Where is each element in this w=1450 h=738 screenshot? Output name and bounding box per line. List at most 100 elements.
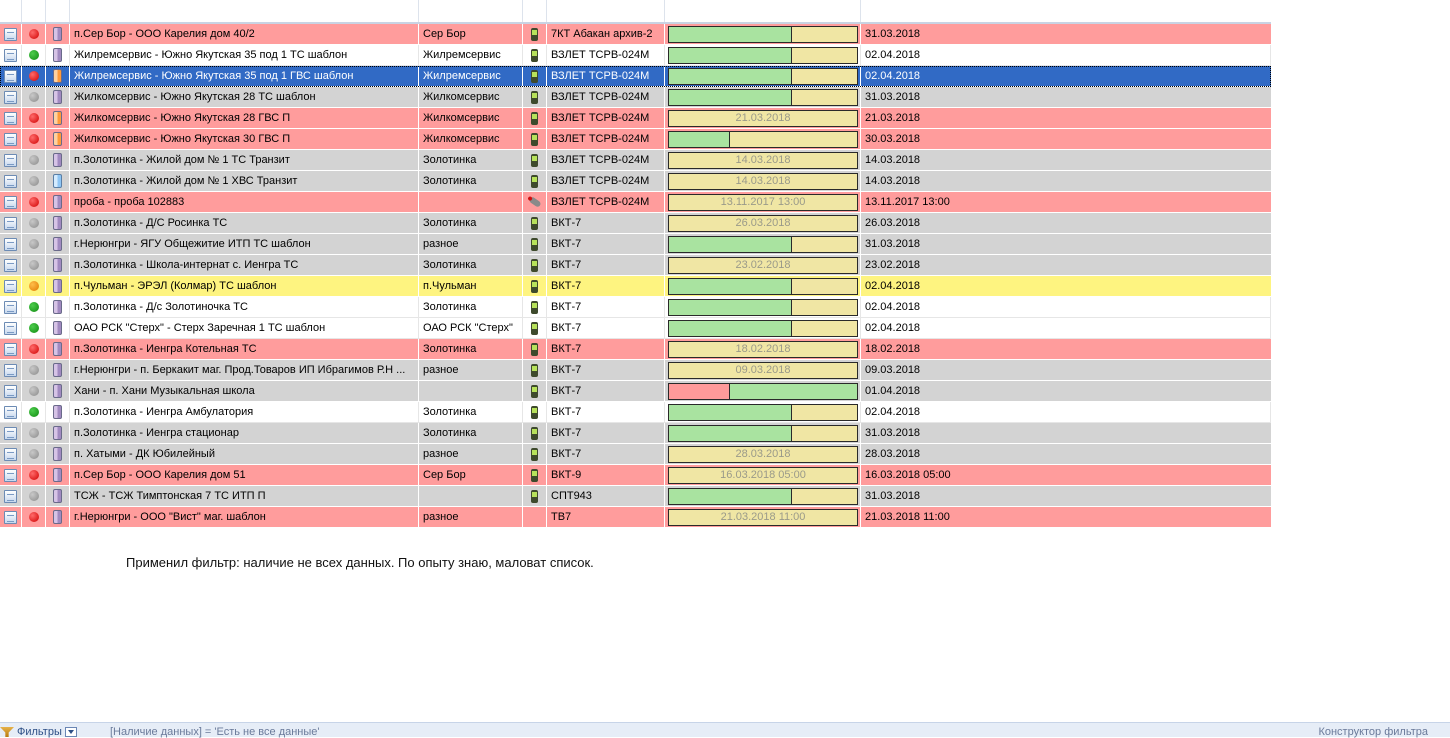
row-doc-cell[interactable] <box>0 381 22 401</box>
document-icon[interactable] <box>4 153 17 167</box>
row-doc-cell[interactable] <box>0 213 22 233</box>
row-name[interactable]: п.Золотинка - Жилой дом № 1 ХВС Транзит <box>70 171 419 191</box>
document-icon[interactable] <box>4 216 17 230</box>
document-icon[interactable] <box>4 405 17 419</box>
document-icon[interactable] <box>4 132 17 146</box>
table-row[interactable]: Жилремсервис - Южно Якутская 35 под 1 ГВ… <box>0 66 1271 87</box>
document-icon[interactable] <box>4 426 17 440</box>
row-name[interactable]: п.Золотинка - Д/С Росинка ТС <box>70 213 419 233</box>
table-row[interactable]: п. Хатыми - ДК Юбилейный разное ВКТ-7 28.03… <box>0 444 1271 465</box>
table-row[interactable]: п.Золотинка - Д/С Росинка ТС Золотинка ВКТ… <box>0 213 1271 234</box>
row-doc-cell[interactable] <box>0 129 22 149</box>
document-icon[interactable] <box>4 363 17 377</box>
document-icon[interactable] <box>4 279 17 293</box>
filter-dropdown[interactable]: Фильтры <box>0 726 77 738</box>
table-row[interactable]: п.Золотинка - Д/с Золотиночка ТС Золотинк… <box>0 297 1271 318</box>
row-doc-cell[interactable] <box>0 339 22 359</box>
table-row[interactable]: Жилкомсервис - Южно Якутская 30 ГВС П Жил… <box>0 129 1271 150</box>
row-name[interactable]: Жилкомсервис - Южно Якутская 28 ТС шабло… <box>70 87 419 107</box>
header-cell-type[interactable] <box>46 0 70 22</box>
row-name[interactable]: п. Хатыми - ДК Юбилейный <box>70 444 419 464</box>
row-name[interactable]: ТСЖ - ТСЖ Тимптонская 7 ТС ИТП П <box>70 486 419 506</box>
document-icon[interactable] <box>4 195 17 209</box>
row-doc-cell[interactable] <box>0 108 22 128</box>
document-icon[interactable] <box>4 300 17 314</box>
row-doc-cell[interactable] <box>0 66 22 86</box>
table-row[interactable]: п.Сер Бор - ООО Карелия дом 40/2 Сер Бор 7… <box>0 24 1271 45</box>
row-name[interactable]: ОАО РСК "Стерх" - Стерх Заречная 1 ТС ша… <box>70 318 419 338</box>
document-icon[interactable] <box>4 48 17 62</box>
table-row[interactable]: п.Золотинка - Иенгра стационар Золотинка В… <box>0 423 1271 444</box>
row-name[interactable]: Жилремсервис - Южно Якутская 35 под 1 ГВ… <box>70 66 419 86</box>
row-doc-cell[interactable] <box>0 276 22 296</box>
header-cell-data-bar[interactable] <box>665 0 861 22</box>
row-doc-cell[interactable] <box>0 486 22 506</box>
table-row[interactable]: Жилкомсервис - Южно Якутская 28 ТС шабло… <box>0 87 1271 108</box>
row-name[interactable]: п.Золотинка - Школа-интернат с. Иенгра Т… <box>70 255 419 275</box>
table-row[interactable]: ТСЖ - ТСЖ Тимптонская 7 ТС ИТП П СПТ943 31… <box>0 486 1271 507</box>
row-doc-cell[interactable] <box>0 402 22 422</box>
table-row[interactable]: г.Нерюнгри - п. Беркакит маг. Прод.Товар… <box>0 360 1271 381</box>
row-name[interactable]: п.Золотинка - Иенгра Котельная ТС <box>70 339 419 359</box>
document-icon[interactable] <box>4 69 17 83</box>
row-doc-cell[interactable] <box>0 192 22 212</box>
row-doc-cell[interactable] <box>0 87 22 107</box>
row-doc-cell[interactable] <box>0 45 22 65</box>
row-doc-cell[interactable] <box>0 150 22 170</box>
filter-expression[interactable]: [Наличие данных] = 'Есть не все данные' <box>110 726 320 738</box>
row-doc-cell[interactable] <box>0 507 22 527</box>
row-name[interactable]: п.Золотинка - Иенгра стационар <box>70 423 419 443</box>
row-name[interactable]: п.Золотинка - Жилой дом № 1 ТС Транзит <box>70 150 419 170</box>
header-cell-device-icon[interactable] <box>523 0 547 22</box>
document-icon[interactable] <box>4 90 17 104</box>
row-doc-cell[interactable] <box>0 318 22 338</box>
header-cell-name[interactable] <box>70 0 419 22</box>
document-icon[interactable] <box>4 321 17 335</box>
table-row[interactable]: п.Золотинка - Жилой дом № 1 ХВС Транзит З… <box>0 171 1271 192</box>
table-row[interactable]: п.Золотинка - Иенгра Котельная ТС Золотин… <box>0 339 1271 360</box>
table-row[interactable]: ОАО РСК "Стерх" - Стерх Заречная 1 ТС ша… <box>0 318 1271 339</box>
row-doc-cell[interactable] <box>0 297 22 317</box>
table-row[interactable]: Хани - п. Хани Музыкальная школа ВКТ-7 01.… <box>0 381 1271 402</box>
header-cell-date[interactable] <box>861 0 1271 22</box>
row-doc-cell[interactable] <box>0 24 22 44</box>
row-doc-cell[interactable] <box>0 444 22 464</box>
row-name[interactable]: п.Сер Бор - ООО Карелия дом 40/2 <box>70 24 419 44</box>
table-row[interactable]: Жилремсервис - Южно Якутская 35 под 1 ТС… <box>0 45 1271 66</box>
row-doc-cell[interactable] <box>0 360 22 380</box>
header-cell-status[interactable] <box>22 0 46 22</box>
row-name[interactable]: Жилкомсервис - Южно Якутская 30 ГВС П <box>70 129 419 149</box>
row-name[interactable]: п.Золотинка - Иенгра Амбулатория <box>70 402 419 422</box>
row-name[interactable]: Жилремсервис - Южно Якутская 35 под 1 ТС… <box>70 45 419 65</box>
row-doc-cell[interactable] <box>0 423 22 443</box>
table-row[interactable]: п.Золотинка - Жилой дом № 1 ТС Транзит Зо… <box>0 150 1271 171</box>
table-row[interactable]: п.Чульман - ЭРЭЛ (Колмар) ТС шаблон п.Чул… <box>0 276 1271 297</box>
document-icon[interactable] <box>4 27 17 41</box>
table-row[interactable]: г.Нерюнгри - ООО "Вист" маг. шаблон разно… <box>0 507 1271 528</box>
row-doc-cell[interactable] <box>0 234 22 254</box>
row-doc-cell[interactable] <box>0 171 22 191</box>
table-row[interactable]: г.Нерюнгри - ЯГУ Общежитие ИТП ТС шаблон… <box>0 234 1271 255</box>
row-name[interactable]: п.Чульман - ЭРЭЛ (Колмар) ТС шаблон <box>70 276 419 296</box>
row-name[interactable]: проба - проба 102883 <box>70 192 419 212</box>
row-name[interactable]: Жилкомсервис - Южно Якутская 28 ГВС П <box>70 108 419 128</box>
header-cell-device-type[interactable] <box>547 0 665 22</box>
row-name[interactable]: п.Сер Бор - ООО Карелия дом 51 <box>70 465 419 485</box>
document-icon[interactable] <box>4 384 17 398</box>
header-cell-group[interactable] <box>419 0 523 22</box>
filter-builder-link[interactable]: Конструктор фильтра <box>1318 726 1428 738</box>
row-name[interactable]: п.Золотинка - Д/с Золотиночка ТС <box>70 297 419 317</box>
row-doc-cell[interactable] <box>0 255 22 275</box>
table-row[interactable]: п.Сер Бор - ООО Карелия дом 51 Сер Бор ВКТ… <box>0 465 1271 486</box>
document-icon[interactable] <box>4 468 17 482</box>
document-icon[interactable] <box>4 447 17 461</box>
header-cell-doc[interactable] <box>0 0 22 22</box>
table-row[interactable]: п.Золотинка - Иенгра Амбулатория Золотинк… <box>0 402 1271 423</box>
row-name[interactable]: г.Нерюнгри - п. Беркакит маг. Прод.Товар… <box>70 360 419 380</box>
document-icon[interactable] <box>4 489 17 503</box>
document-icon[interactable] <box>4 237 17 251</box>
row-doc-cell[interactable] <box>0 465 22 485</box>
table-row[interactable]: Жилкомсервис - Южно Якутская 28 ГВС П Жил… <box>0 108 1271 129</box>
document-icon[interactable] <box>4 111 17 125</box>
document-icon[interactable] <box>4 258 17 272</box>
